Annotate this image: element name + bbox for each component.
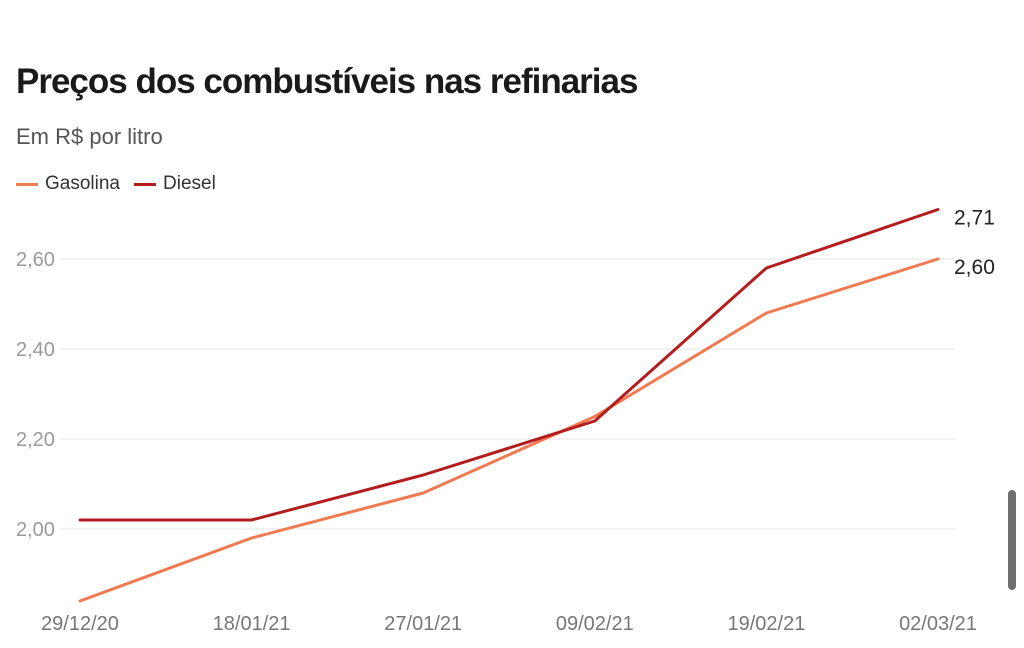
legend-label-gasolina: Gasolina: [45, 173, 120, 194]
end-value-label-diesel: 2,71: [954, 207, 995, 230]
x-tick-label: 27/01/21: [384, 613, 462, 635]
legend-swatch-diesel: [134, 182, 156, 186]
x-tick-label: 02/03/21: [899, 613, 977, 635]
y-tick-label: 2,00: [16, 519, 55, 541]
x-tick-label: 09/02/21: [556, 613, 634, 635]
legend: Gasolina Diesel: [16, 173, 230, 195]
chart-subtitle: Em R$ por litro: [16, 124, 163, 149]
chart-title: Preços dos combustíveis nas refinarias: [16, 62, 638, 101]
end-value-label-gasolina: 2,60: [954, 256, 995, 279]
legend-item-gasolina: Gasolina: [16, 173, 120, 195]
y-tick-label: 2,40: [16, 339, 55, 361]
series-line-gasolina: [78, 257, 940, 603]
x-tick-label: 19/02/21: [727, 613, 805, 635]
y-tick-label: 2,60: [16, 249, 55, 271]
legend-swatch-gasolina: [16, 182, 38, 186]
legend-item-diesel: Diesel: [134, 173, 216, 195]
x-tick-label: 29/12/20: [41, 613, 119, 635]
y-tick-label: 2,20: [16, 429, 55, 451]
series-line-diesel: [78, 208, 940, 522]
scrollbar[interactable]: [1008, 490, 1016, 590]
x-tick-label: 18/01/21: [213, 613, 291, 635]
legend-label-diesel: Diesel: [163, 173, 216, 194]
